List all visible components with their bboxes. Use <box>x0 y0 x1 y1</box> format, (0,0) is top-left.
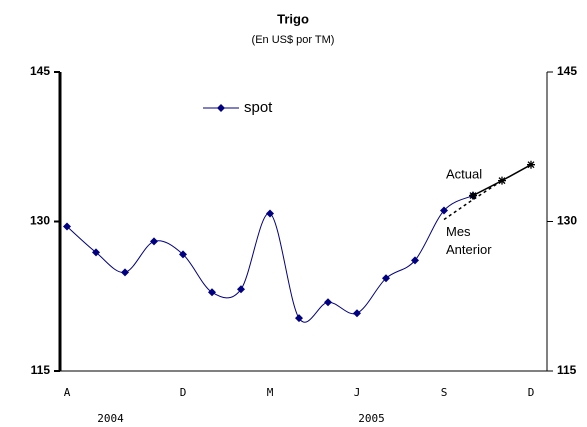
x-tick-label: D <box>180 386 187 399</box>
y-tick-label: 115 <box>31 363 51 377</box>
y-tick-label: 130 <box>30 214 50 228</box>
series-line <box>443 180 503 221</box>
x-tick-label: S <box>441 386 448 399</box>
series-annotation: Actual <box>446 166 482 181</box>
point <box>208 288 216 297</box>
year-label: 2005 <box>358 412 385 425</box>
series-annotation: Mes Anterior <box>446 224 492 257</box>
point <box>92 248 100 257</box>
chart-title: Trigo <box>277 11 309 26</box>
point <box>150 237 158 246</box>
x-tick-label: D <box>528 386 535 399</box>
y2-tick-label: 130 <box>557 214 577 228</box>
point <box>266 209 274 218</box>
y-tick-label: 145 <box>30 64 50 78</box>
y2-tick-label: 145 <box>557 64 577 78</box>
point <box>527 160 535 169</box>
x-tick-label: A <box>64 386 71 399</box>
year-label: 2004 <box>97 412 124 425</box>
chart-subtitle: (En US$ por TM) <box>252 34 335 46</box>
point <box>237 285 245 294</box>
y2-tick-label: 115 <box>557 363 577 377</box>
point <box>324 298 332 307</box>
point <box>469 191 477 200</box>
point <box>382 274 390 283</box>
point <box>440 206 448 215</box>
point <box>121 268 129 277</box>
legend-label: spot <box>244 99 273 116</box>
point <box>411 256 419 265</box>
point <box>179 250 187 259</box>
x-tick-label: M <box>267 386 274 399</box>
point <box>498 176 506 185</box>
point <box>295 314 303 323</box>
legend-marker <box>217 104 225 112</box>
point <box>63 222 71 231</box>
x-tick-label: J <box>354 386 361 399</box>
point <box>353 309 361 318</box>
